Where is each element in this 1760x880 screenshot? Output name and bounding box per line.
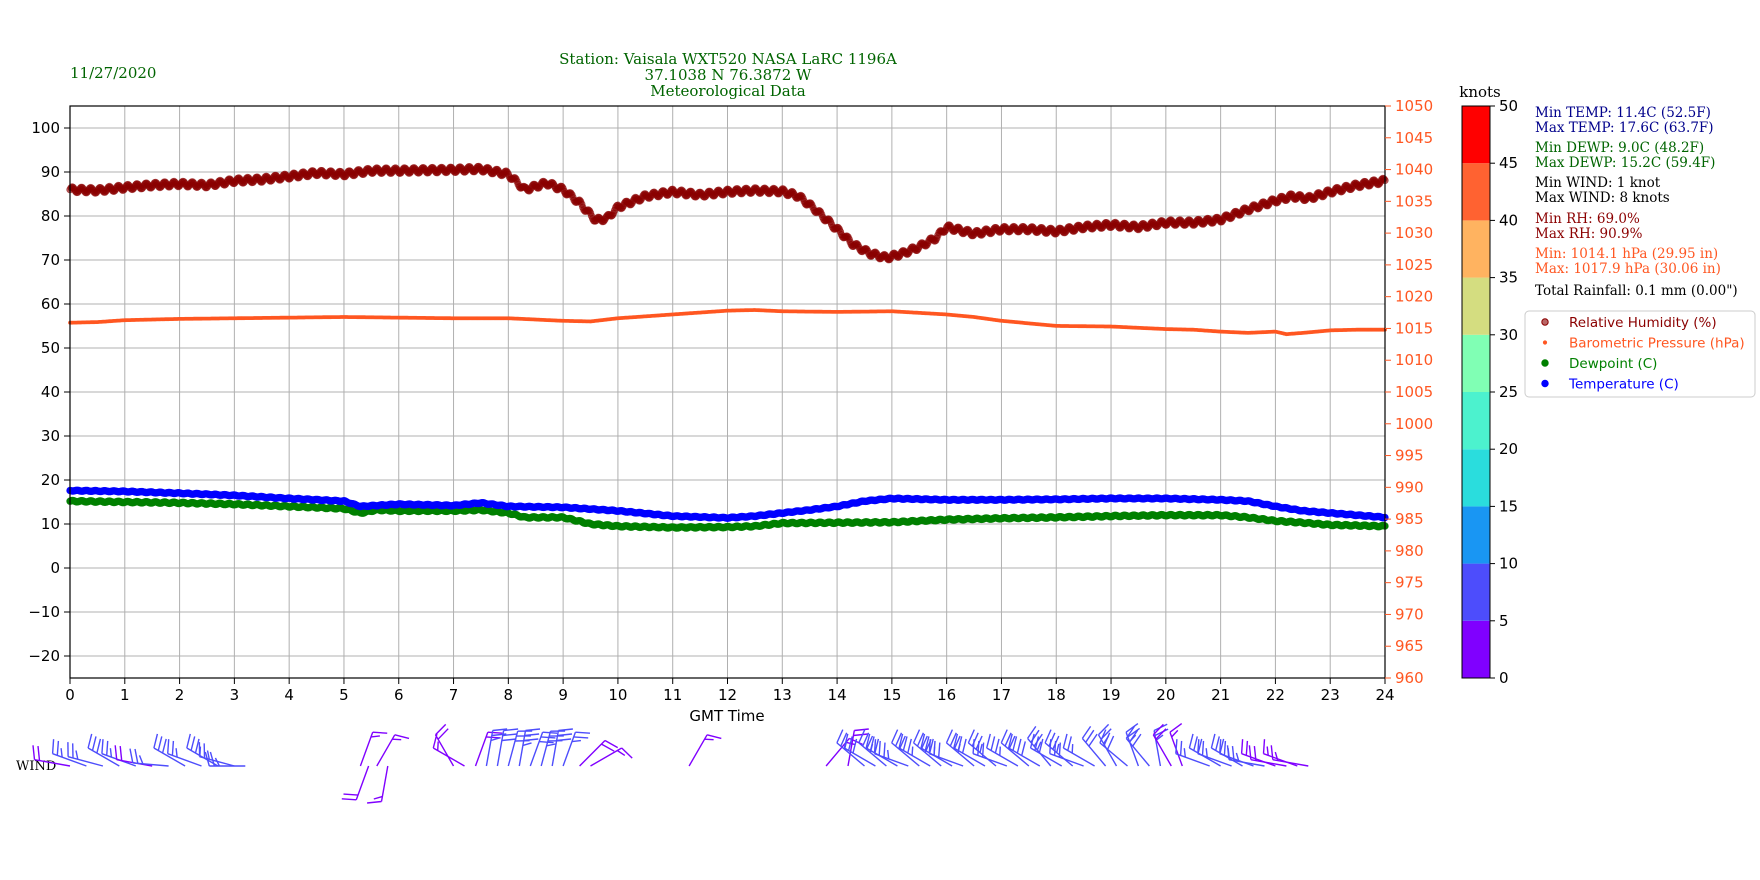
y-tick-label-right: 1050 bbox=[1395, 97, 1433, 115]
grid bbox=[69, 106, 1386, 678]
y-tick-label-right: 960 bbox=[1395, 669, 1424, 687]
x-tick-label: 8 bbox=[504, 686, 514, 704]
colorbar-tick-label: 20 bbox=[1499, 440, 1518, 458]
x-tick-label: 10 bbox=[608, 686, 627, 704]
x-tick-label: 23 bbox=[1321, 686, 1340, 704]
y-tick-label-left: 90 bbox=[41, 163, 60, 181]
y-tick-label-left: 40 bbox=[41, 383, 60, 401]
x-tick-label: 5 bbox=[339, 686, 349, 704]
colorbar-title: knots bbox=[1459, 83, 1501, 101]
y-tick-label-right: 980 bbox=[1395, 542, 1424, 560]
colorbar-bin bbox=[1462, 277, 1490, 335]
colorbar-tick-label: 5 bbox=[1499, 612, 1509, 630]
colorbar-bin bbox=[1462, 620, 1490, 678]
colorbar-tick-label: 0 bbox=[1499, 669, 1509, 687]
y-tick-label-right: 1045 bbox=[1395, 129, 1433, 147]
y-tick-label-left: 10 bbox=[41, 515, 60, 533]
y-tick-label-left: 100 bbox=[31, 119, 60, 137]
x-tick-label: 13 bbox=[773, 686, 792, 704]
colorbar-tick-label: 10 bbox=[1499, 555, 1518, 573]
y-tick-label-right: 1020 bbox=[1395, 288, 1433, 306]
colorbar-tick-label: 30 bbox=[1499, 326, 1518, 344]
y-tick-label-right: 975 bbox=[1395, 574, 1424, 592]
y-tick-label-right: 1015 bbox=[1395, 319, 1433, 337]
data-series bbox=[66, 162, 1389, 532]
x-axis: 0 1 2 3 4 5 6 7 8 9 10 11 12 13 14 15 16 17 18 19 20 21 22 23 24 bbox=[65, 678, 1395, 704]
x-tick-label: 22 bbox=[1266, 686, 1285, 704]
colorbar-bin bbox=[1462, 392, 1490, 450]
colorbar-bin bbox=[1462, 334, 1490, 392]
y-axis-left: −20 −10 0 10 20 30 40 50 60 70 80 90 100 bbox=[28, 119, 70, 665]
colorbar-tick-label: 25 bbox=[1499, 383, 1518, 401]
y-tick-label-right: 1010 bbox=[1395, 351, 1433, 369]
date-label: 11/27/2020 bbox=[70, 64, 156, 82]
y-tick-label-right: 1025 bbox=[1395, 256, 1433, 274]
series-humidity bbox=[66, 162, 1389, 264]
x-tick-label: 14 bbox=[828, 686, 847, 704]
y-tick-label-right: 1035 bbox=[1395, 192, 1433, 210]
x-tick-label: 24 bbox=[1375, 686, 1394, 704]
y-tick-label-left: −20 bbox=[28, 647, 60, 665]
x-tick-label: 16 bbox=[937, 686, 956, 704]
colorbar-bin bbox=[1462, 563, 1490, 621]
x-tick-label: 1 bbox=[120, 686, 130, 704]
x-tick-label: 12 bbox=[718, 686, 737, 704]
y-tick-label-right: 985 bbox=[1395, 510, 1424, 528]
x-tick-label: 7 bbox=[449, 686, 459, 704]
colorbar-bin bbox=[1462, 163, 1490, 221]
y-tick-label-right: 995 bbox=[1395, 447, 1424, 465]
x-axis-label: GMT Time bbox=[689, 707, 764, 725]
x-tick-label: 3 bbox=[230, 686, 240, 704]
y-tick-label-left: −10 bbox=[28, 603, 60, 621]
x-tick-label: 21 bbox=[1211, 686, 1230, 704]
y-tick-label-left: 50 bbox=[41, 339, 60, 357]
y-tick-label-left: 30 bbox=[41, 427, 60, 445]
x-tick-label: 6 bbox=[394, 686, 404, 704]
x-tick-label: 15 bbox=[882, 686, 901, 704]
x-tick-label: 9 bbox=[558, 686, 568, 704]
y-tick-label-right: 965 bbox=[1395, 637, 1424, 655]
colorbar-bin bbox=[1462, 220, 1490, 278]
x-tick-label: 4 bbox=[284, 686, 294, 704]
y-tick-label-right: 1030 bbox=[1395, 224, 1433, 242]
colorbar-bin bbox=[1462, 449, 1490, 507]
y-tick-label-right: 990 bbox=[1395, 478, 1424, 496]
y-tick-label-left: 80 bbox=[41, 207, 60, 225]
title-line-subtitle: Meteorological Data bbox=[650, 82, 806, 100]
y-tick-label-right: 970 bbox=[1395, 605, 1424, 623]
colorbar-tick-label: 15 bbox=[1499, 497, 1518, 515]
y-tick-label-right: 1005 bbox=[1395, 383, 1433, 401]
title-line-station: Station: Vaisala WXT520 NASA LaRC 1196A bbox=[559, 50, 897, 68]
y-tick-label-right: 1040 bbox=[1395, 161, 1433, 179]
colorbar-bin bbox=[1462, 506, 1490, 564]
y-tick-label-left: 70 bbox=[41, 251, 60, 269]
y-tick-label-right: 1000 bbox=[1395, 415, 1433, 433]
colorbar-bin bbox=[1462, 106, 1490, 164]
x-tick-label: 17 bbox=[992, 686, 1011, 704]
x-tick-label: 2 bbox=[175, 686, 185, 704]
chart-title: Station: Vaisala WXT520 NASA LaRC 1196A … bbox=[559, 50, 897, 100]
x-tick-label: 11 bbox=[663, 686, 682, 704]
x-tick-label: 18 bbox=[1047, 686, 1066, 704]
y-axis-right: 960 965 970 975 980 985 990 995 1000 1005 1010 1015… bbox=[1385, 97, 1433, 687]
x-tick-label: 19 bbox=[1101, 686, 1120, 704]
y-tick-label-left: 0 bbox=[50, 559, 60, 577]
x-tick-label: 20 bbox=[1156, 686, 1175, 704]
y-tick-label-left: 20 bbox=[41, 471, 60, 489]
x-tick-label: 0 bbox=[65, 686, 75, 704]
title-line-coords: 37.1038 N 76.3872 W bbox=[645, 66, 812, 84]
y-tick-label-left: 60 bbox=[41, 295, 60, 313]
